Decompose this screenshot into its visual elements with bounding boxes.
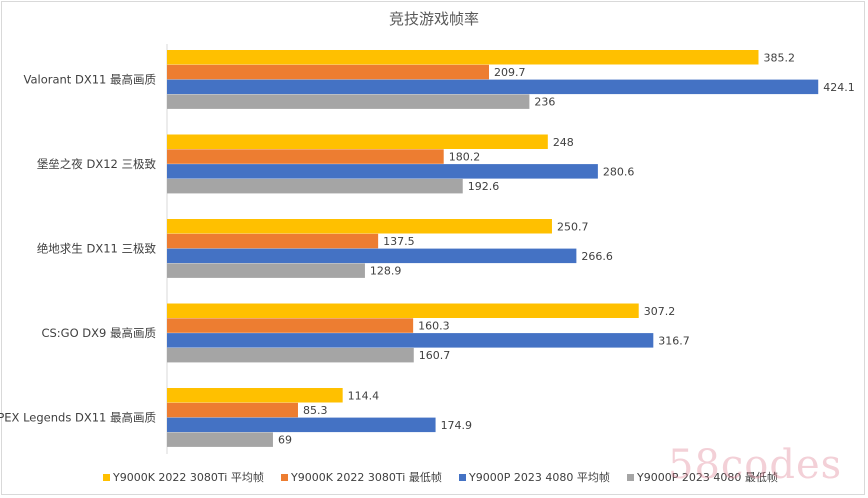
category-label: 绝地求生 DX11 三极致 [37, 242, 157, 256]
bar [167, 164, 598, 179]
bar [167, 388, 343, 403]
bar [167, 134, 548, 149]
data-label: 160.7 [419, 349, 451, 362]
bar [167, 219, 552, 234]
bar [167, 233, 379, 249]
data-label: 180.2 [449, 151, 481, 164]
legend-swatch [281, 474, 288, 481]
category-label: Valorant DX11 最高画质 [23, 73, 156, 87]
bar [167, 248, 577, 264]
bar [167, 50, 759, 65]
category-label: APEX Legends DX11 最高画质 [0, 411, 156, 425]
chart-title: 竞技游戏帧率 [389, 10, 479, 28]
data-label: 174.9 [441, 419, 473, 432]
bar [167, 347, 414, 363]
data-label: 280.6 [603, 165, 635, 178]
bar [167, 178, 463, 194]
data-label: 160.3 [418, 320, 450, 333]
bar [167, 333, 654, 348]
data-label: 250.7 [557, 220, 589, 233]
legend-label: Y9000P 2023 4080 平均帧 [468, 470, 610, 484]
bar [167, 432, 273, 447]
bar [167, 79, 819, 95]
data-label: 248 [553, 136, 574, 149]
data-label: 385.2 [763, 51, 795, 64]
bar [167, 303, 639, 318]
bar [167, 149, 444, 164]
legend-label: Y9000K 2022 3080Ti 平均帧 [112, 470, 264, 484]
data-label: 316.7 [658, 334, 690, 347]
data-label: 236 [534, 96, 555, 109]
data-label: 69 [278, 434, 292, 447]
data-label: 85.3 [303, 404, 328, 417]
data-label: 114.4 [348, 389, 380, 402]
bar [167, 402, 298, 418]
legend-swatch [627, 474, 634, 481]
data-label: 266.6 [581, 250, 613, 263]
bar [167, 64, 490, 80]
legend-swatch [459, 474, 466, 481]
data-label: 192.6 [468, 180, 500, 193]
category-label: 堡垒之夜 DX12 三极致 [37, 157, 157, 171]
data-label: 128.9 [370, 265, 402, 278]
bar [167, 94, 530, 109]
legend-label: Y9000K 2022 3080Ti 最低帧 [290, 470, 442, 484]
legend-label: Y9000P 2023 4080 最低帧 [636, 470, 778, 484]
bar [167, 263, 365, 278]
legend-swatch [103, 474, 110, 481]
bar [167, 318, 414, 333]
bar [167, 417, 436, 433]
watermark: 58codes [668, 442, 843, 488]
category-label: CS:GO DX9 最高画质 [41, 326, 156, 340]
data-label: 424.1 [823, 81, 855, 94]
data-label: 209.7 [494, 66, 525, 79]
data-label: 137.5 [383, 235, 415, 248]
data-label: 307.2 [644, 305, 676, 318]
